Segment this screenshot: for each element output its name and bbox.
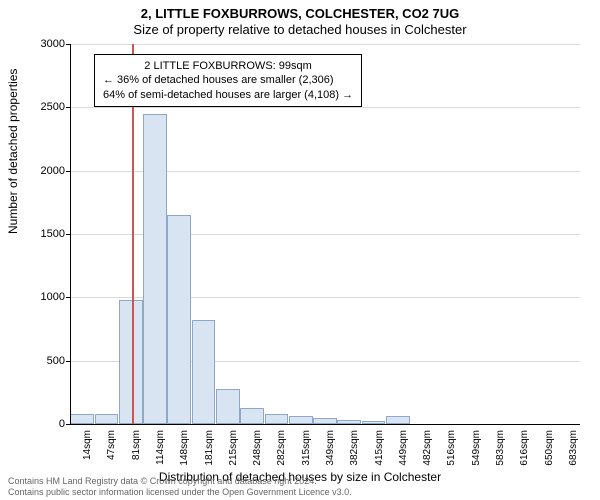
histogram-bar — [119, 300, 143, 424]
y-tick-mark — [66, 234, 70, 235]
y-tick-mark — [66, 297, 70, 298]
infobox-line1: 2 LITTLE FOXBURROWS: 99sqm — [103, 59, 353, 73]
y-tick-label: 1000 — [15, 291, 65, 303]
page-subtitle: Size of property relative to detached ho… — [0, 22, 600, 37]
histogram-bar — [143, 114, 167, 424]
histogram-bar — [70, 414, 94, 424]
gridline — [70, 107, 580, 108]
histogram-bar — [192, 320, 216, 424]
histogram-bar — [167, 215, 191, 424]
histogram-bar — [240, 408, 264, 424]
y-tick-mark — [66, 107, 70, 108]
y-tick-label: 2000 — [15, 165, 65, 177]
histogram-bar — [386, 416, 410, 424]
x-axis-line — [70, 424, 580, 425]
y-tick-label: 2500 — [15, 101, 65, 113]
y-tick-label: 500 — [15, 355, 65, 367]
y-axis-line — [70, 44, 71, 424]
infobox-line3: 64% of semi-detached houses are larger (… — [103, 88, 353, 102]
gridline — [70, 44, 580, 45]
y-tick-label: 1500 — [15, 228, 65, 240]
histogram-bar — [289, 416, 313, 424]
y-tick-mark — [66, 171, 70, 172]
y-tick-label: 0 — [15, 418, 65, 430]
y-tick-mark — [66, 424, 70, 425]
infobox-line2: ← 36% of detached houses are smaller (2,… — [103, 73, 353, 87]
histogram-bar — [216, 389, 240, 424]
y-axis-label: Number of detached properties — [6, 69, 20, 234]
histogram-bar — [95, 414, 119, 424]
footnote-1: Contains HM Land Registry data © Crown c… — [8, 476, 317, 486]
histogram-bar — [265, 414, 289, 424]
y-tick-mark — [66, 44, 70, 45]
y-tick-label: 3000 — [15, 38, 65, 50]
y-tick-mark — [66, 361, 70, 362]
footnote-2: Contains public sector information licen… — [8, 487, 352, 497]
page-title: 2, LITTLE FOXBURROWS, COLCHESTER, CO2 7U… — [0, 6, 600, 21]
summary-infobox: 2 LITTLE FOXBURROWS: 99sqm ← 36% of deta… — [94, 54, 362, 107]
